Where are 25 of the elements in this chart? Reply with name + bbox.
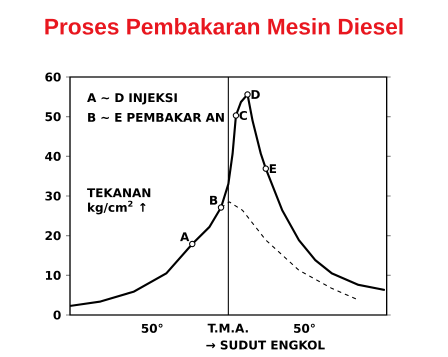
y-axis-title: TEKANAN kg/cm$^{2}$ ↑: [87, 188, 150, 214]
annotation: C: [239, 110, 247, 120]
y-tick-label: 60: [45, 72, 61, 82]
point: [232, 112, 240, 119]
annotation: B ∼ E PEMBAKAR AN: [88, 112, 224, 122]
x-tick-label: 50°: [142, 324, 163, 333]
point: [218, 204, 224, 211]
x-tick-label: 50°: [294, 324, 315, 333]
y-tick-label: 20: [46, 231, 61, 240]
y-tick-label: 30: [45, 191, 61, 201]
point: [244, 91, 251, 98]
y-tick-label: 50: [46, 112, 61, 122]
annotation: A: [180, 232, 190, 242]
x-axis-title: → SUDUT ENGKOL: [206, 340, 325, 350]
annotation: E: [270, 164, 276, 174]
annotation: D: [252, 90, 260, 99]
point: [262, 165, 269, 172]
point: [189, 240, 196, 248]
chart-title: Proses Pembakaran Mesin Diesel: [45, 18, 403, 35]
annotation: A ∼ D INJEKSI: [87, 93, 177, 104]
y-tick-label: 0: [54, 310, 61, 320]
x-tick-label: T.M.A.: [208, 324, 248, 332]
y-tick-label: 40: [45, 152, 61, 161]
y-tick-label: 10: [46, 270, 61, 280]
annotation: B: [210, 196, 218, 205]
